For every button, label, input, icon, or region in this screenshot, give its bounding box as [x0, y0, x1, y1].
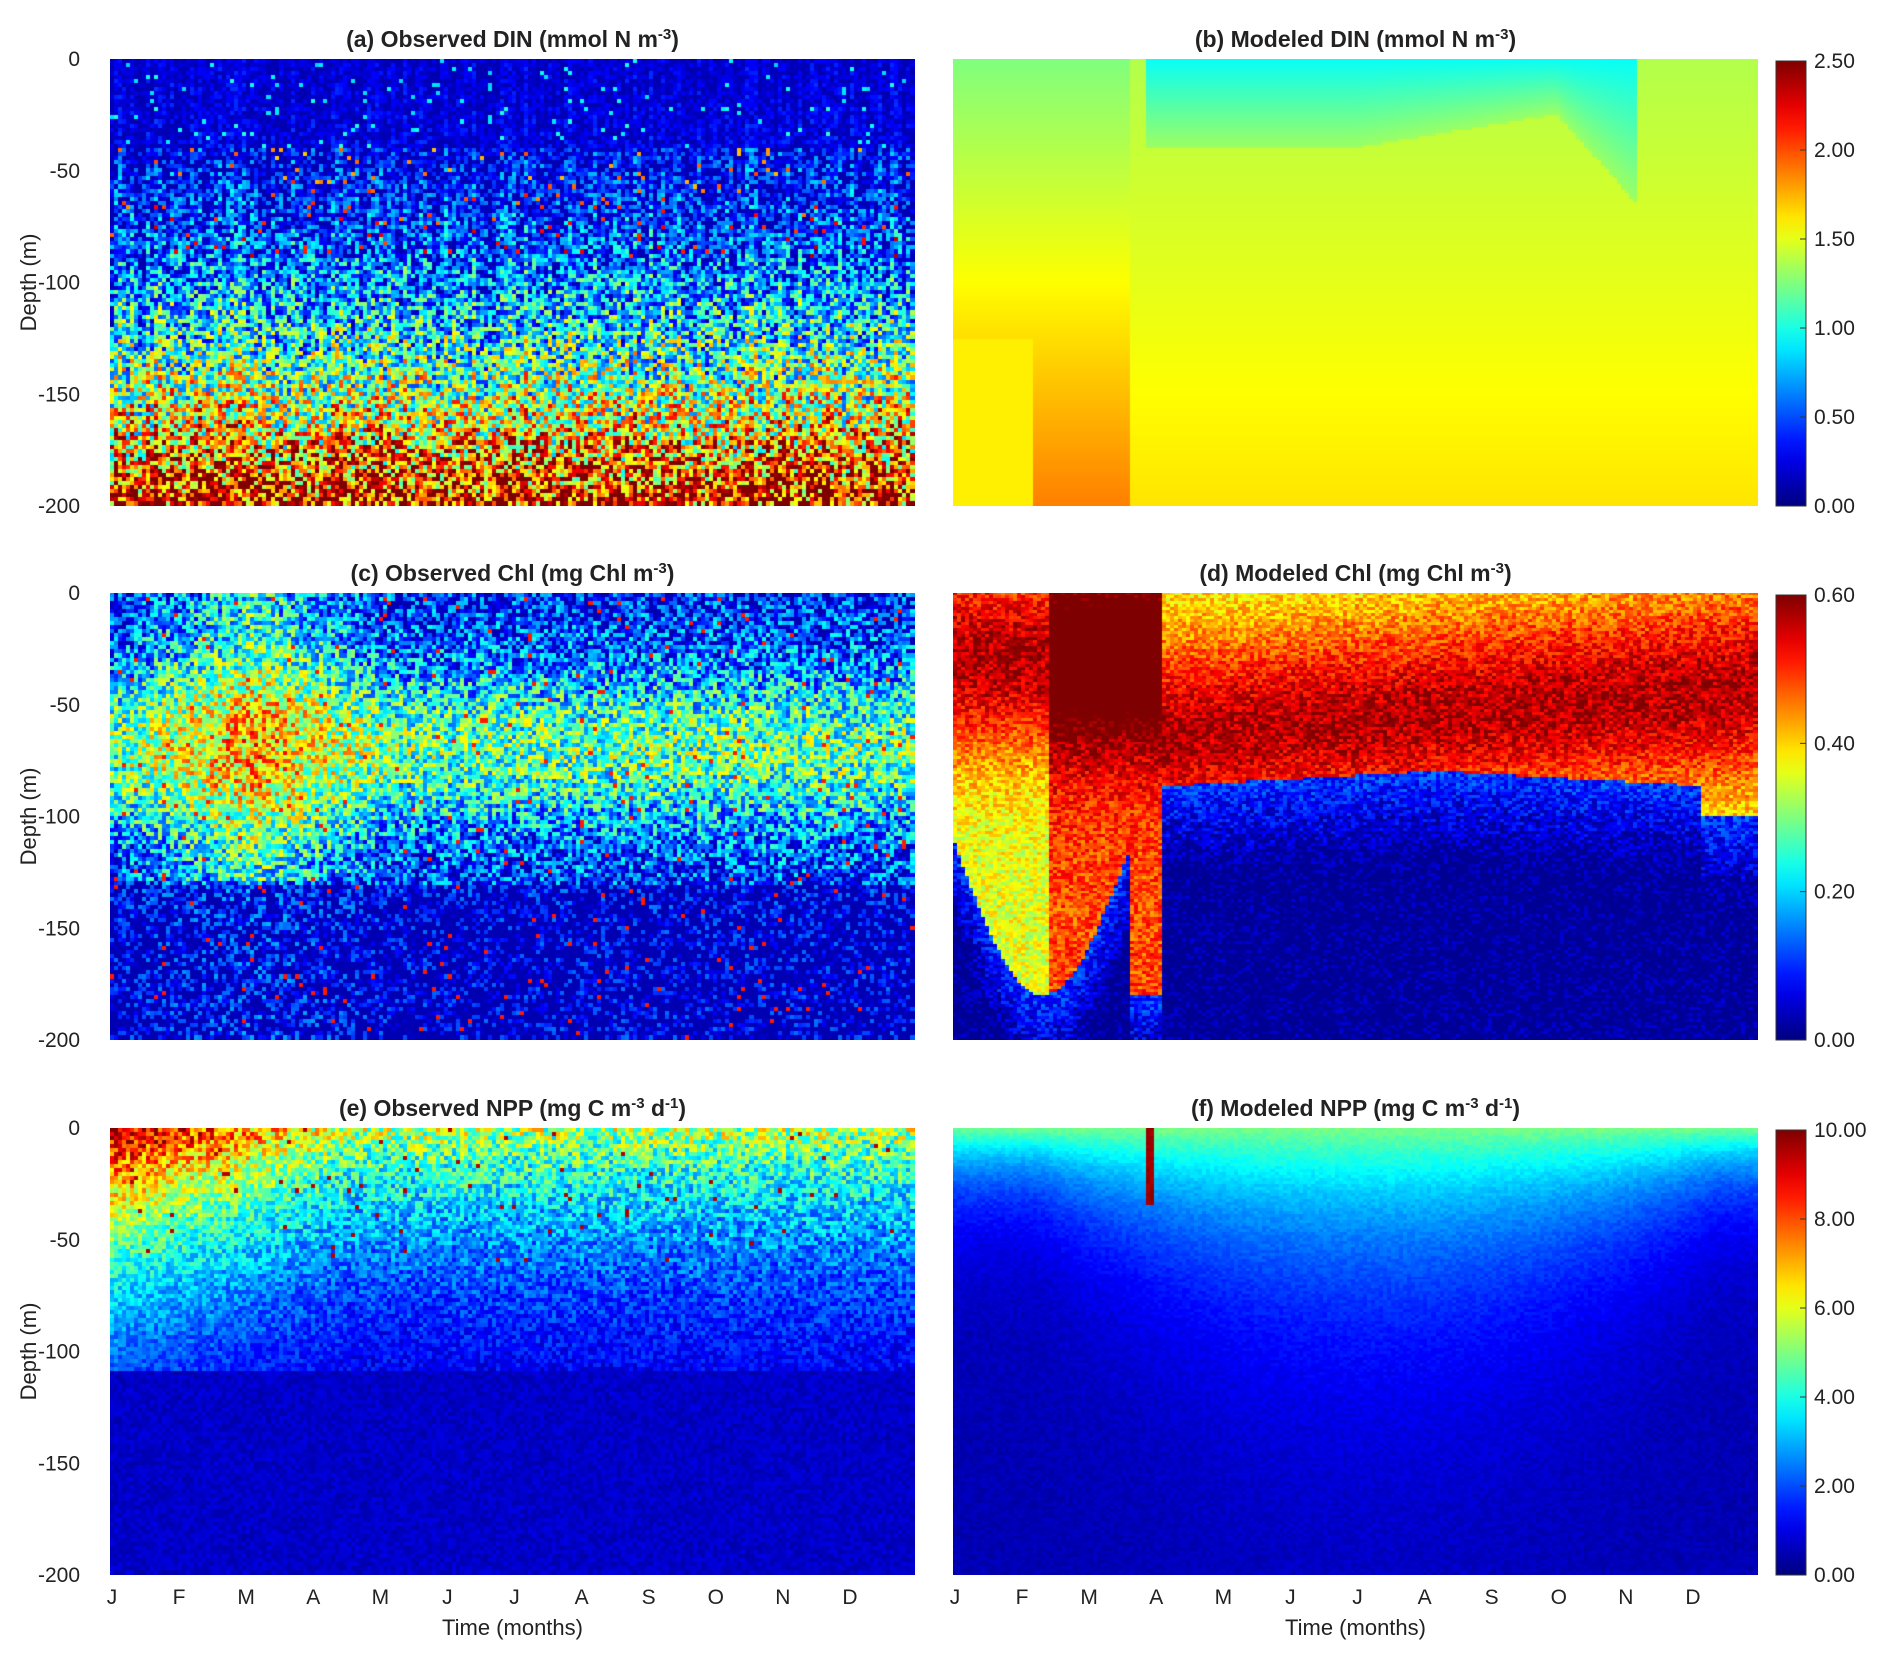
x-tick-label: O	[708, 1586, 724, 1609]
colorbar-tick-label: 4.00	[1814, 1386, 1855, 1409]
heatmap-e	[110, 1128, 915, 1575]
x-tick-label: M	[1080, 1586, 1098, 1609]
panel-c: (c) Observed Chl (mg Chl m-3) 0 -50 -100 -15…	[16, 560, 674, 1053]
x-tick-label: A	[575, 1586, 589, 1609]
x-tick-label: J	[1352, 1586, 1363, 1609]
y-tick-label: -150	[38, 383, 80, 406]
y-tick-label: -200	[38, 1564, 80, 1587]
y-tick-label: -200	[38, 495, 80, 518]
colorbar-tick-label: 0.00	[1814, 1564, 1855, 1587]
y-tick-label: 0	[68, 1117, 80, 1140]
y-tick-label: -50	[50, 160, 80, 183]
panel-title-f: (f) Modeled NPP (mg C m-3 d-1)	[1191, 1095, 1520, 1122]
x-tick-label: J	[107, 1586, 118, 1609]
colorbar-tick-label: 2.50	[1814, 50, 1855, 73]
x-tick-label: M	[1215, 1586, 1233, 1609]
panel-title-text: (d) Modeled Chl (mg Chl m	[1199, 560, 1490, 586]
colorbar-tick-label: 0.40	[1814, 732, 1855, 755]
x-tick-label: S	[642, 1586, 656, 1609]
x-tick-label: J	[442, 1586, 453, 1609]
y-tick-label: -150	[38, 917, 80, 940]
heatmap-c	[110, 593, 915, 1040]
panel-title-text: (c) Observed Chl (mg Chl m	[351, 560, 654, 586]
y-tick-label: -50	[50, 694, 80, 717]
panel-d: (d) Modeled Chl (mg Chl m-3) 0.60 0.40 0.20…	[1199, 560, 1855, 1053]
x-tick-label: O	[1551, 1586, 1567, 1609]
heatmap-d	[953, 593, 1758, 1040]
colorbar-d	[1775, 594, 1807, 1041]
colorbar-tick-label: 1.00	[1814, 317, 1855, 340]
colorbar-tick-label: 10.00	[1814, 1119, 1867, 1142]
y-tick-label: 0	[68, 48, 80, 71]
y-tick-label: -100	[38, 1341, 80, 1364]
y-axis-label: Depth (m)	[16, 768, 41, 866]
x-tick-label: N	[775, 1586, 790, 1609]
x-tick-label: M	[237, 1586, 255, 1609]
panel-title-text: (f) Modeled NPP (mg C m	[1191, 1095, 1465, 1121]
colorbar-tick-label: 0.00	[1814, 1029, 1855, 1052]
y-tick-label: -100	[38, 272, 80, 295]
x-tick-label: S	[1485, 1586, 1499, 1609]
colorbar-tick-label: 0.00	[1814, 495, 1855, 518]
panel-title-text: (a) Observed DIN (mmol N m	[346, 26, 658, 52]
x-tick-label: D	[1685, 1586, 1700, 1609]
heatmap-b	[953, 59, 1758, 506]
y-axis-label: Depth (m)	[16, 234, 41, 332]
colorbar-tick-label: 1.50	[1814, 228, 1855, 251]
heatmap-a	[110, 59, 915, 506]
panel-title-d: (d) Modeled Chl (mg Chl m-3)	[1199, 560, 1511, 587]
x-tick-label: D	[842, 1586, 857, 1609]
colorbar-tick-label: 0.60	[1814, 584, 1855, 607]
colorbar-tick-label: 0.50	[1814, 406, 1855, 429]
panel-title-c: (c) Observed Chl (mg Chl m-3)	[351, 560, 675, 587]
x-tick-label: A	[1418, 1586, 1432, 1609]
panel-title-b: (b) Modeled DIN (mmol N m-3)	[1195, 26, 1516, 53]
x-tick-label: F	[173, 1586, 186, 1609]
colorbar-tick-label: 2.00	[1814, 139, 1855, 162]
panel-f: (f) Modeled NPP (mg C m-3 d-1) J F M A M J J A S O…	[950, 1095, 1867, 1641]
x-tick-label: J	[509, 1586, 520, 1609]
y-tick-label: -200	[38, 1029, 80, 1052]
x-tick-label: J	[1285, 1586, 1296, 1609]
panel-e: (e) Observed NPP (mg C m-3 d-1) 0 -50 -100 -…	[16, 1095, 858, 1641]
x-tick-label: J	[950, 1586, 961, 1609]
panel-b: (b) Modeled DIN (mmol N m-3) 2.50 2.00 1.50…	[1195, 26, 1855, 519]
panel-a: (a) Observed DIN (mmol N m-3) 0 -50 -100 -15…	[16, 26, 679, 519]
x-tick-label: F	[1016, 1586, 1029, 1609]
colorbar-b	[1775, 60, 1807, 507]
panel-title-text: (e) Observed NPP (mg C m	[339, 1095, 631, 1121]
x-axis-label: Time (months)	[1285, 1615, 1426, 1640]
colorbar-tick-label: 8.00	[1814, 1208, 1855, 1231]
x-tick-label: A	[1149, 1586, 1163, 1609]
x-axis-label: Time (months)	[442, 1615, 583, 1640]
colorbar-tick-label: 0.20	[1814, 881, 1855, 904]
x-tick-label: M	[372, 1586, 390, 1609]
heatmap-f	[953, 1128, 1758, 1575]
y-tick-label: -150	[38, 1452, 80, 1475]
panel-title-e: (e) Observed NPP (mg C m-3 d-1)	[339, 1095, 686, 1122]
y-tick-label: -100	[38, 806, 80, 829]
x-tick-label: N	[1618, 1586, 1633, 1609]
colorbar-f	[1775, 1129, 1807, 1576]
y-tick-label: -50	[50, 1229, 80, 1252]
panel-title-a: (a) Observed DIN (mmol N m-3)	[346, 26, 679, 53]
y-axis-label: Depth (m)	[16, 1303, 41, 1401]
colorbar-tick-label: 2.00	[1814, 1475, 1855, 1498]
x-tick-label: A	[306, 1586, 320, 1609]
y-tick-label: 0	[68, 582, 80, 605]
panel-title-text: (b) Modeled DIN (mmol N m	[1195, 26, 1495, 52]
colorbar-tick-label: 6.00	[1814, 1297, 1855, 1320]
